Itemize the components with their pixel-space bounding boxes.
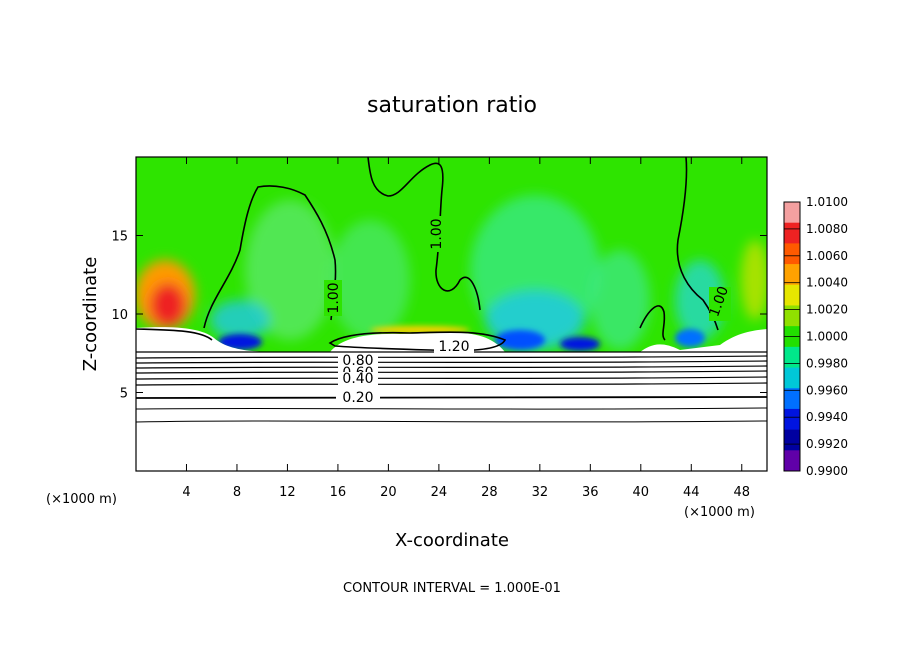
colorbar-label: 1.0020 [806,303,848,317]
colorbar-swatch [784,450,800,472]
colorbar-label: 1.0060 [806,249,848,263]
colorbar-swatch [784,367,800,389]
x-tick-label: 40 [633,485,650,500]
colorbar-swatch [784,222,800,244]
colorbar-swatch [784,305,800,327]
x-tick-label: 16 [330,485,347,500]
contour-label: 1.00 [429,218,445,249]
below-cloud-region [136,327,767,471]
x-tick-label: 20 [380,485,397,500]
field-shading [136,195,767,350]
y-axis-label: Z-coordinate [80,257,101,372]
contour-label: 0.40 [342,371,373,387]
low-saturation-band [218,326,705,351]
colorbar-swatch [784,429,800,451]
x-axis: 4 8 12 16 20 24 28 32 36 40 44 48 [182,157,750,500]
colorbar-label: 1.0040 [806,276,848,290]
contour-interval-note: CONTOUR INTERVAL = 1.000E-01 [343,581,561,596]
plot-field [136,157,767,471]
contour-labels: 1.00 1.00 1.00 1.20 0.80 0.60 0.40 0.20 [324,216,732,406]
colorbar: 1.0100 1.0080 1.0060 1.0040 1.0020 1.0000 0.99… [783,195,848,478]
colorbar-label: 0.9920 [806,437,848,451]
x-axis-label: X-coordinate [395,530,509,551]
contour-label: 0.20 [342,390,373,406]
colorbar-swatch [784,408,800,431]
x-tick-label: 48 [733,485,750,500]
colorbar-swatch [784,264,800,286]
contour-label: 1.00 [326,282,342,313]
x-tick-label: 24 [431,485,448,500]
y-tick-label: 5 [120,387,128,402]
x-unit-label-left: (×1000 m) [46,492,117,507]
x-tick-label: 32 [532,485,549,500]
x-unit-label-right: (×1000 m) [684,505,755,520]
colorbar-label: 1.0100 [806,195,848,209]
x-tick-label: 36 [582,485,599,500]
colorbar-label: 0.9900 [806,464,848,478]
colorbar-label: 1.0080 [806,222,848,236]
x-tick-label: 4 [182,485,190,500]
colorbar-swatch [784,202,800,224]
y-axis: 5 10 15 [111,230,767,402]
colorbar-swatch [784,284,800,306]
contour-lines [136,157,767,423]
x-tick-label: 44 [683,485,700,500]
colorbar-label: 0.9960 [806,383,848,397]
contour-label: 1.20 [438,339,469,355]
y-tick-label: 15 [111,230,128,245]
x-tick-label: 8 [233,485,241,500]
colorbar-swatch [784,346,800,369]
colorbar-label: 0.9940 [806,410,848,424]
x-tick-label: 12 [279,485,296,500]
colorbar-label: 1.0000 [806,330,848,344]
x-tick-label: 28 [481,485,498,500]
y-tick-label: 10 [111,308,128,323]
colorbar-swatch [784,388,800,410]
contour-label: 0.80 [342,353,373,369]
colorbar-label: 0.9980 [806,356,848,370]
colorbar-swatch [784,243,800,265]
chart-title: saturation ratio [367,93,537,118]
